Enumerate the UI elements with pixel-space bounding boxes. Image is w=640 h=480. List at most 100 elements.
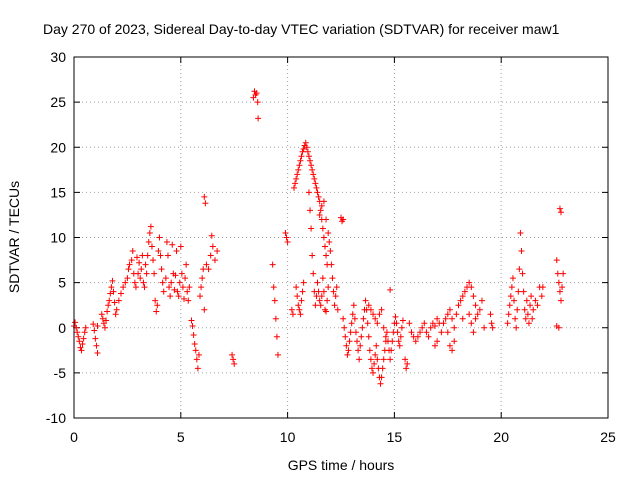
y-tick-label: 30 [50, 49, 66, 65]
data-point [76, 338, 83, 345]
data-point [481, 324, 488, 331]
data-point [421, 320, 428, 327]
data-point [404, 360, 411, 367]
data-point [90, 321, 97, 328]
data-point [94, 322, 101, 329]
y-tick-label: -10 [46, 410, 66, 426]
data-point [356, 356, 363, 363]
data-point [214, 248, 221, 255]
data-point [99, 315, 106, 322]
data-point [327, 248, 334, 255]
data-point [125, 266, 132, 273]
data-point [91, 327, 98, 334]
data-point [82, 324, 89, 331]
data-point [347, 329, 354, 336]
data-point [205, 266, 212, 273]
data-point [312, 180, 319, 187]
data-point [173, 248, 180, 255]
data-point [168, 279, 175, 286]
data-point [538, 293, 545, 300]
data-point [554, 270, 561, 277]
data-point [508, 284, 515, 291]
data-point [525, 320, 532, 327]
data-point [156, 234, 163, 241]
data-point [80, 335, 87, 342]
data-point [362, 297, 369, 304]
data-point [139, 252, 146, 259]
data-point [427, 324, 434, 331]
data-point [74, 329, 81, 336]
data-point [310, 171, 317, 178]
data-point [135, 270, 142, 277]
data-point [370, 311, 377, 318]
data-point [346, 338, 353, 345]
data-point [323, 252, 330, 259]
data-point [333, 284, 340, 291]
data-point [294, 171, 301, 178]
data-point [453, 311, 460, 318]
data-point [507, 293, 514, 300]
data-point [343, 342, 350, 349]
data-point [451, 324, 458, 331]
data-point [297, 157, 304, 164]
data-point [92, 335, 99, 342]
data-point [136, 259, 143, 266]
data-point [274, 351, 281, 358]
data-point [207, 252, 214, 259]
data-point [316, 297, 323, 304]
data-point [311, 175, 318, 182]
data-point [342, 333, 349, 340]
data-point [534, 302, 541, 309]
data-point [253, 90, 260, 97]
data-point [185, 297, 192, 304]
data-point [122, 279, 129, 286]
data-point [355, 347, 362, 354]
data-point [310, 270, 317, 277]
data-point [107, 290, 114, 297]
data-point [295, 166, 302, 173]
data-point [194, 365, 201, 372]
data-point [403, 365, 410, 372]
data-point [164, 252, 171, 259]
data-point [299, 148, 306, 155]
data-point [319, 275, 326, 282]
x-tick-labels: 0 5 10 15 20 25 [70, 429, 616, 445]
data-point [434, 338, 441, 345]
data-point [302, 139, 309, 146]
data-point [105, 302, 112, 309]
data-point [297, 311, 304, 318]
data-point [124, 275, 131, 282]
data-point [358, 333, 365, 340]
data-point [117, 290, 124, 297]
data-point [298, 153, 305, 160]
data-point [398, 324, 405, 331]
data-point [128, 257, 135, 264]
data-point [438, 329, 445, 336]
data-point [305, 153, 312, 160]
data-point [434, 315, 441, 322]
data-point [522, 315, 529, 322]
data-point [374, 320, 381, 327]
data-point [330, 288, 337, 295]
data-point [318, 293, 325, 300]
data-point [487, 311, 494, 318]
data-point [340, 315, 347, 322]
data-point [113, 306, 120, 313]
data-point [406, 320, 413, 327]
data-point [539, 284, 546, 291]
data-point [209, 243, 216, 250]
data-point [455, 302, 462, 309]
data-point [530, 306, 537, 313]
data-point [157, 252, 164, 259]
data-point [555, 279, 562, 286]
data-point [201, 193, 208, 200]
data-point [529, 315, 536, 322]
data-point [380, 324, 387, 331]
data-point [514, 306, 521, 313]
data-point [144, 252, 151, 259]
data-point [93, 342, 100, 349]
data-point [195, 351, 202, 358]
data-point [189, 322, 196, 329]
data-point [300, 146, 307, 153]
